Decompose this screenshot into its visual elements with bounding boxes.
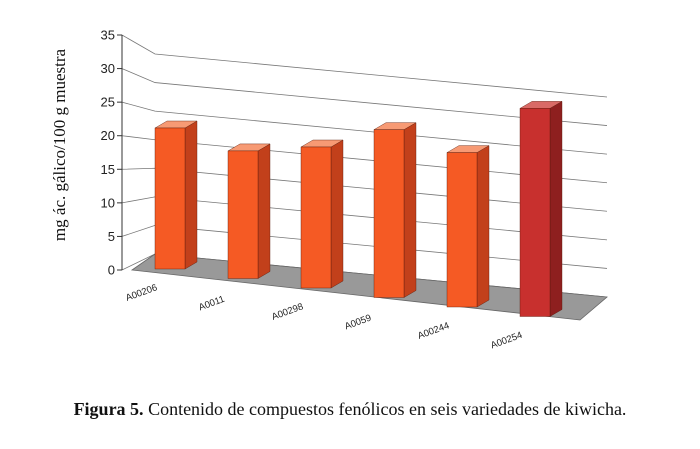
x-tick-label: A00298 [270,301,305,323]
y-tick-label: 25 [101,95,115,110]
bar-front [154,127,186,270]
y-axis-title: mg ác. gálico/100 g muestra [50,48,69,241]
figure-caption: Figura 5. Contenido de compuestos fenóli… [0,399,700,420]
bar-A00244 [446,145,490,308]
bar-side [403,122,417,298]
gridline [121,101,608,155]
gridline [121,68,608,126]
bar-side [549,101,563,317]
x-tick-label: A0059 [343,313,373,333]
bars [154,101,563,317]
bar-side [476,145,490,308]
y-tick-label: 5 [108,229,115,244]
x-tick-label: A0011 [197,294,226,313]
bar-A00206 [154,120,198,270]
caption-prefix: Figura 5. [73,399,144,419]
y-tick-label: 0 [108,263,115,278]
x-tick-label: A00244 [416,320,451,342]
bar-side [184,120,198,270]
y-tick-label: 15 [101,162,115,177]
caption-text: Contenido de compuestos fenólicos en sei… [143,399,627,419]
bar-A00254 [519,101,563,317]
y-axis: 0 5 10 15 20 25 30 35 [101,28,123,278]
y-tick-label: 10 [101,195,115,210]
bar-A0011 [227,143,271,279]
bar-A0059 [373,122,417,298]
bar-side [257,143,271,279]
y-tick-label: 20 [101,128,115,143]
bar-side [330,139,344,289]
x-tick-label: A00206 [124,282,159,304]
y-tick-label: 30 [101,61,115,76]
bar-front [373,129,405,298]
bar-front [300,146,332,289]
gridline [121,34,608,98]
chart: 0 5 10 15 20 25 30 35 A00206 A0011 A00298 A0059 A00… [50,28,608,352]
bar-front [227,150,259,279]
y-tick-label: 35 [101,28,115,43]
bar-front [446,152,478,308]
bar-A00298 [300,139,344,289]
x-tick-label: A00254 [489,330,524,352]
bar-front [519,108,551,317]
